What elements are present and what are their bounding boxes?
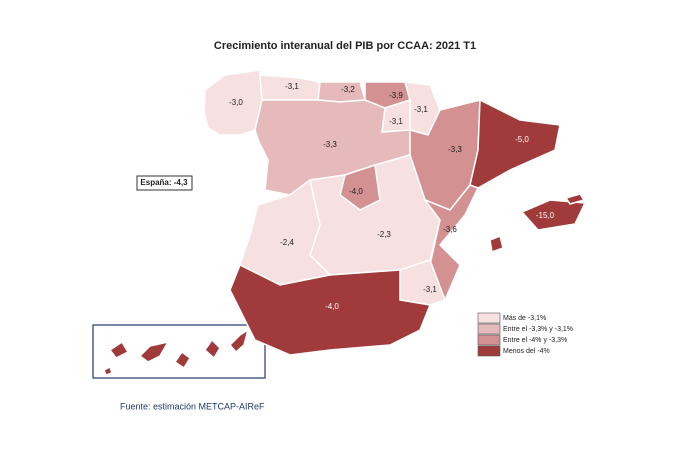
legend-label: Más de -3,1% [503, 315, 546, 322]
region-label: -3,2 [341, 85, 355, 94]
region-shape [228, 328, 250, 354]
region-label: -4,0 [349, 187, 363, 196]
region-label: -4,0 [325, 302, 339, 311]
region-label: -3,0 [229, 98, 243, 107]
region-shape [229, 263, 432, 356]
region-label: -3,6 [443, 225, 457, 234]
legend-swatch [477, 334, 501, 346]
region-label: -3,1 [423, 285, 437, 294]
region-shape [138, 340, 170, 363]
region-shape [520, 199, 587, 231]
national-box [136, 175, 193, 191]
region-shape [469, 98, 561, 189]
region-label: -3,1 [414, 105, 428, 114]
region-label: -3,9 [389, 91, 403, 100]
region-label: -3,3 [323, 140, 337, 149]
legend-swatch [477, 323, 501, 335]
legend-label: Entre el -4% y -3,3% [503, 337, 567, 344]
region-label: -3,1 [285, 82, 299, 91]
region-label: -3,3 [448, 145, 462, 154]
region-label: -3,1 [389, 117, 403, 126]
legend-label: Entre el -3,3% y -3,1% [503, 326, 573, 333]
canarias-box [92, 324, 266, 379]
map-title: Crecimiento interanual del PIB por CCAA:… [214, 40, 476, 52]
region-label: -15,0 [536, 211, 555, 220]
region-label: -2,3 [377, 230, 391, 239]
region-shape [203, 69, 263, 136]
region-label: -6,1 [173, 333, 187, 342]
region-shape [204, 338, 221, 360]
legend-swatch [477, 312, 501, 324]
legend: Más de -3,1% Entre el -3,3% y -3,1% Entre … [477, 312, 573, 357]
regions: -3,0 -3,1 -3,2 -3,9 -3,1 -3,1 -3,3 -3,3 -5,0 -4,0… [103, 69, 587, 376]
legend-label: Menos del -4% [503, 348, 550, 355]
region-shape [108, 340, 130, 359]
source: Fuente: estimación METCAP-AIReF [120, 401, 265, 411]
region-shape [564, 193, 586, 205]
legend-swatch [477, 345, 501, 357]
region-shape [489, 234, 504, 254]
region-shape [173, 350, 191, 370]
region-label: -5,0 [515, 135, 529, 144]
national-label: España: -4,3 [140, 178, 188, 187]
region-shape [422, 184, 480, 302]
region-label: -2,4 [280, 238, 294, 247]
region-shape [103, 365, 113, 376]
